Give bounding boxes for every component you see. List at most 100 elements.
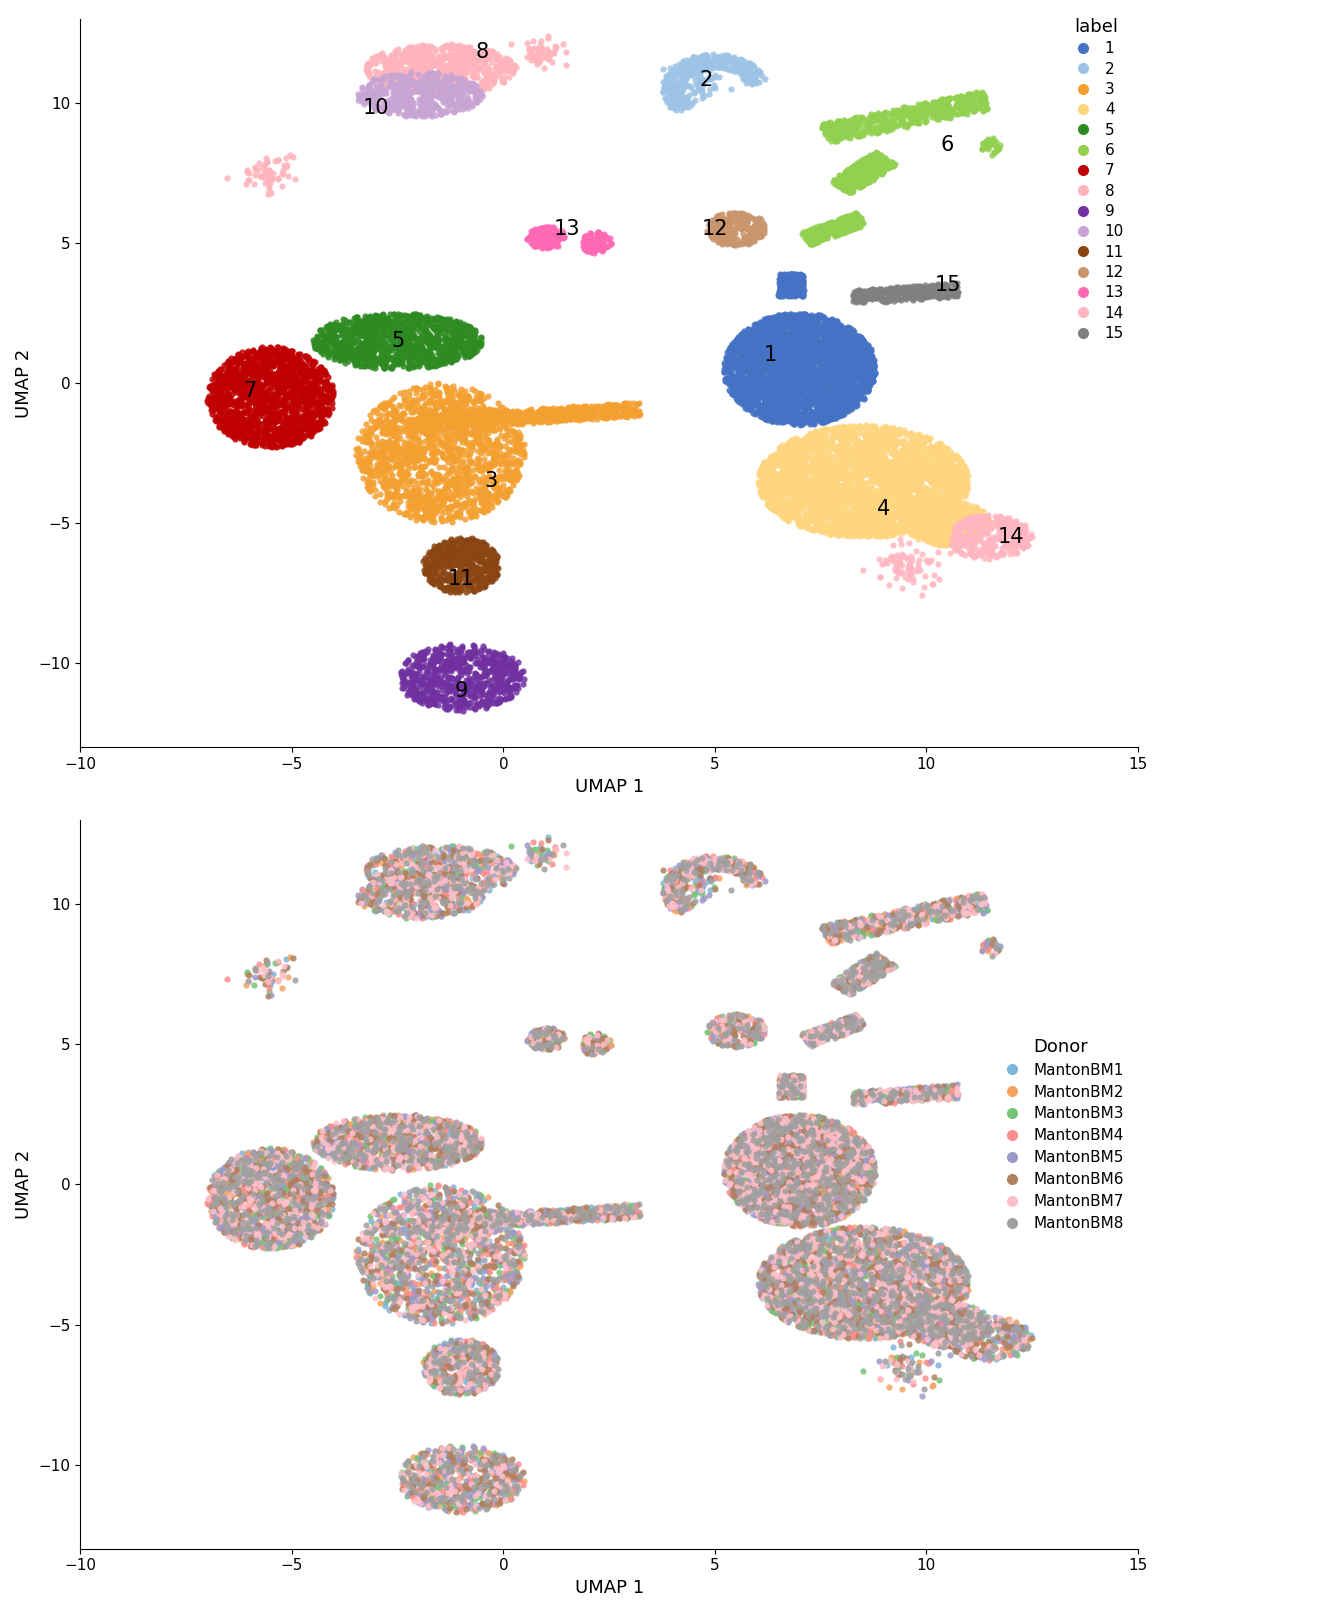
Point: [790, 513, 812, 538]
Point: [410, 903, 431, 929]
Point: [478, 403, 500, 429]
Point: [781, 1203, 802, 1228]
Point: [798, 1167, 820, 1193]
Point: [911, 284, 933, 310]
Point: [855, 351, 876, 377]
Point: [399, 1109, 421, 1135]
Point: [407, 66, 429, 92]
Point: [770, 353, 792, 379]
Point: [845, 1174, 867, 1199]
Point: [882, 509, 903, 535]
Point: [493, 1464, 515, 1489]
Point: [438, 81, 460, 106]
Point: [855, 1285, 876, 1311]
Point: [466, 76, 488, 102]
Point: [817, 1194, 839, 1220]
Point: [503, 1457, 524, 1483]
Point: [503, 53, 524, 79]
Point: [857, 377, 879, 403]
Point: [477, 1214, 499, 1240]
Point: [948, 516, 969, 542]
Point: [911, 1230, 933, 1256]
Point: [441, 1457, 462, 1483]
Point: [746, 334, 767, 359]
Point: [222, 1219, 243, 1244]
Point: [900, 1304, 922, 1330]
Point: [464, 1359, 485, 1385]
Point: [395, 474, 417, 500]
Point: [804, 324, 825, 350]
Point: [966, 1306, 988, 1332]
Point: [898, 1290, 919, 1315]
Point: [306, 334, 328, 359]
Point: [825, 1317, 847, 1343]
Point: [794, 1233, 816, 1259]
Point: [441, 553, 462, 579]
Point: [409, 68, 430, 93]
Point: [664, 893, 685, 919]
Point: [505, 672, 527, 698]
Point: [905, 505, 926, 530]
Point: [778, 408, 800, 434]
Point: [833, 1314, 855, 1340]
Point: [453, 1186, 474, 1212]
Point: [406, 1153, 427, 1178]
Point: [926, 455, 948, 480]
Point: [922, 435, 943, 461]
Point: [868, 106, 890, 132]
Point: [797, 1138, 818, 1164]
Point: [887, 519, 909, 545]
Point: [460, 870, 481, 896]
Point: [711, 231, 732, 256]
Point: [401, 658, 422, 683]
Point: [891, 908, 913, 933]
Point: [430, 571, 452, 596]
Point: [376, 1107, 398, 1133]
Point: [530, 216, 551, 242]
Point: [751, 1256, 773, 1282]
Point: [722, 364, 743, 390]
Point: [917, 1082, 938, 1107]
Point: [341, 1130, 363, 1156]
Point: [464, 1203, 485, 1228]
Point: [466, 859, 488, 885]
Point: [949, 1327, 970, 1352]
Point: [883, 1320, 905, 1346]
Point: [435, 98, 457, 124]
Point: [251, 364, 273, 390]
Point: [770, 1074, 792, 1099]
Point: [241, 369, 262, 395]
Point: [945, 517, 966, 543]
Point: [449, 411, 470, 437]
Point: [874, 113, 895, 139]
Point: [474, 1257, 496, 1283]
Point: [905, 1306, 926, 1332]
Point: [895, 440, 917, 466]
Point: [848, 1235, 870, 1261]
Point: [367, 1138, 388, 1164]
Point: [859, 364, 880, 390]
Point: [445, 324, 466, 350]
Point: [738, 356, 759, 382]
Point: [860, 909, 882, 935]
Point: [442, 406, 464, 432]
Point: [805, 1106, 827, 1132]
Point: [390, 93, 411, 119]
Point: [243, 351, 265, 377]
Point: [207, 1207, 228, 1233]
Point: [929, 503, 950, 529]
Point: [921, 450, 942, 476]
Point: [206, 1190, 227, 1215]
Point: [313, 1164, 335, 1190]
Point: [750, 1185, 771, 1211]
Point: [218, 392, 239, 418]
Point: [246, 413, 267, 438]
Point: [922, 1332, 943, 1357]
Point: [395, 1135, 417, 1161]
Point: [737, 1127, 758, 1153]
Point: [824, 1011, 845, 1037]
Point: [392, 1135, 414, 1161]
Point: [382, 898, 403, 924]
Point: [245, 1203, 266, 1228]
Point: [599, 403, 621, 429]
